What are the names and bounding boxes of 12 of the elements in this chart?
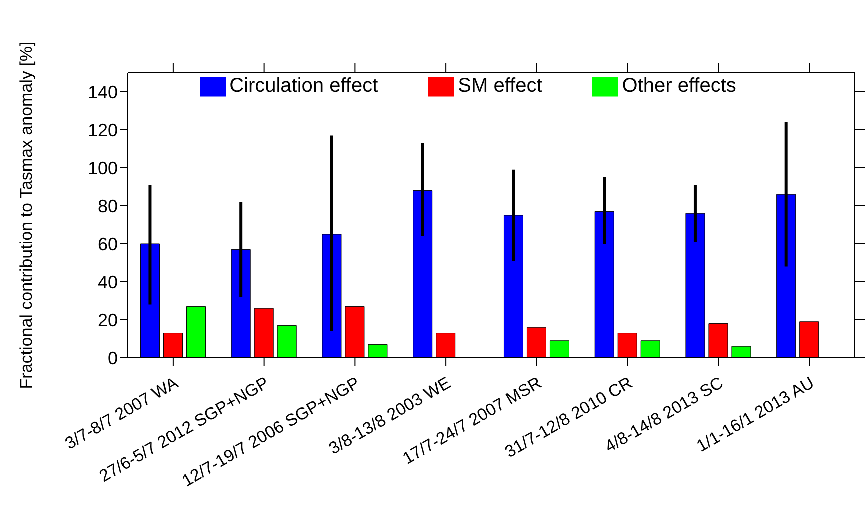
y-tick-label: 100 xyxy=(88,158,118,178)
legend-label: SM effect xyxy=(458,75,542,98)
y-tick-label: 140 xyxy=(88,82,118,102)
legend-label: Other effects xyxy=(622,75,736,98)
legend-label: Circulation effect xyxy=(230,75,378,98)
y-tick-label: 60 xyxy=(98,234,118,254)
y-tick-label: 80 xyxy=(98,196,118,216)
y-tick-label: 0 xyxy=(108,348,118,368)
y-axis-title: Fractional contribution to Tasmax anomaly [%] xyxy=(17,42,36,390)
y-tick-label: 120 xyxy=(88,120,118,140)
y-tick-label: 40 xyxy=(98,272,118,292)
y-tick-label: 20 xyxy=(98,310,118,330)
